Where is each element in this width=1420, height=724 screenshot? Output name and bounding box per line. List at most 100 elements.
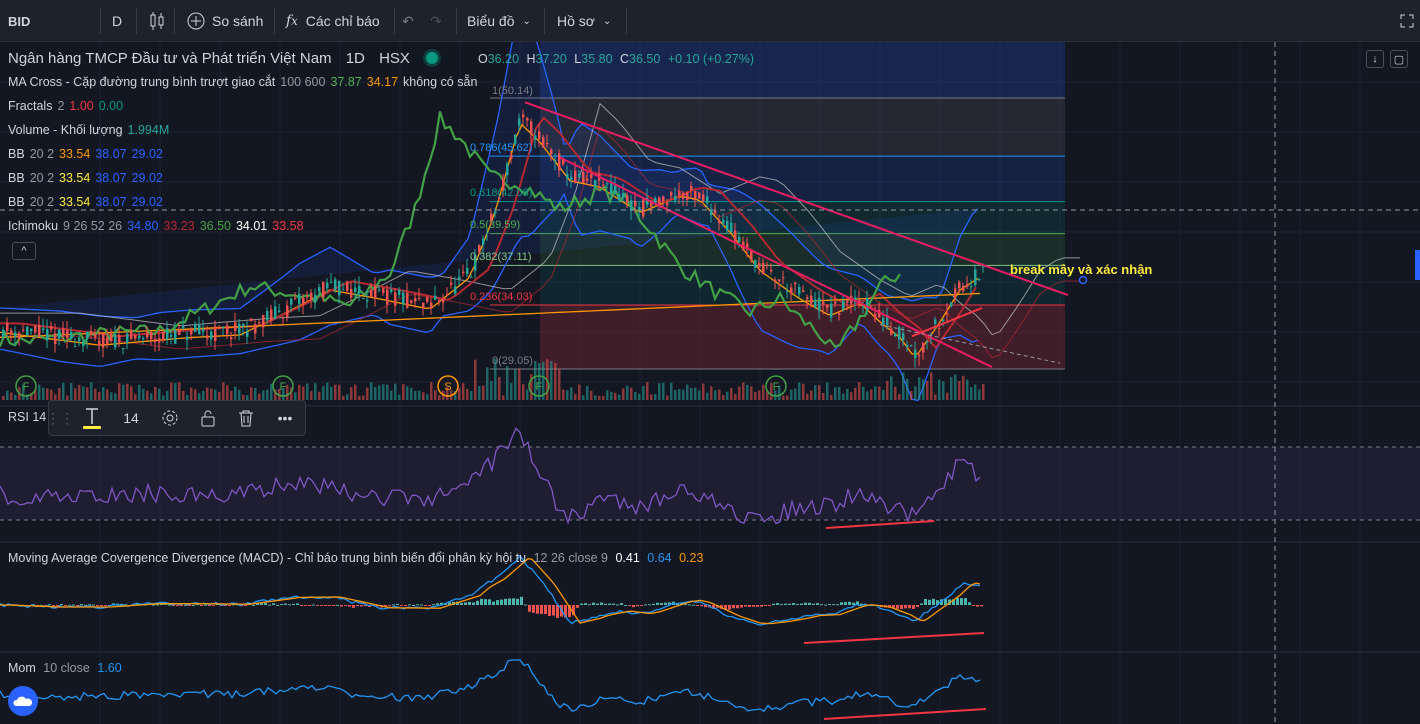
candle-body	[518, 118, 521, 126]
annotation-text[interactable]: break mây và xác nhận	[1010, 262, 1153, 277]
candle-body	[778, 279, 781, 282]
macd-histogram-bar	[124, 604, 127, 606]
candle-body	[2, 329, 5, 338]
macd-histogram-bar	[976, 605, 979, 607]
volume-bar	[30, 392, 33, 400]
candle-body	[718, 220, 721, 224]
candle-body	[834, 301, 837, 304]
macd-histogram-bar	[476, 600, 479, 605]
indicators-button[interactable]: fx Các chỉ báo	[286, 0, 380, 42]
volume-bar	[246, 395, 249, 400]
volume-bar	[190, 387, 193, 400]
macd-histogram-bar	[784, 603, 787, 605]
candle-body	[170, 335, 173, 337]
interval-button[interactable]: D	[112, 0, 122, 42]
profile-menu[interactable]: Hồ sơ ⌄	[557, 0, 611, 42]
maximize-pane-button[interactable]: ▢	[1390, 50, 1408, 68]
macd-histogram-bar	[392, 604, 395, 606]
volume-bar	[618, 394, 621, 400]
fractal-marker-label: F	[773, 381, 780, 393]
candle-body	[622, 192, 625, 198]
candle-body	[918, 355, 921, 357]
macd-name: Moving Average Covergence Divergence (MA…	[8, 551, 527, 565]
indicator-legend[interactable]: BB 20 2 33.54 38.07 29.02	[8, 147, 168, 161]
h-label: H	[526, 52, 536, 66]
volume-bar	[186, 394, 189, 400]
trendline-support	[911, 307, 983, 338]
text-color-button[interactable]	[75, 401, 109, 435]
candle-body	[758, 262, 761, 267]
candle-body	[666, 202, 669, 206]
volume-bar	[790, 389, 793, 400]
settings-button[interactable]	[153, 401, 187, 435]
macd-histogram-bar	[308, 605, 311, 606]
candle-body	[982, 266, 985, 268]
candle-body	[182, 325, 185, 329]
candle-body	[710, 209, 713, 216]
drag-handle[interactable]: ⋮⋮	[46, 401, 74, 435]
more-button[interactable]: •••	[267, 401, 303, 435]
font-size-button[interactable]: 14	[113, 401, 149, 435]
symbol-search[interactable]: BID	[8, 0, 30, 42]
indicator-value: 34.01	[235, 219, 268, 233]
indicator-legend[interactable]: Volume - Khối lượng 1.994M	[8, 123, 174, 137]
volume-bar	[446, 386, 449, 400]
divider	[174, 8, 175, 34]
chart-type-button[interactable]	[148, 0, 166, 42]
volume-bar	[394, 383, 397, 400]
macd-histogram-bar	[596, 603, 599, 605]
candle-body	[78, 337, 81, 342]
volume-bar	[822, 392, 825, 400]
chart-menu[interactable]: Biểu đồ ⌄	[467, 0, 531, 42]
macd-histogram-bar	[888, 605, 891, 608]
candle-body	[558, 153, 561, 171]
candle-body	[346, 281, 349, 291]
volume-bar	[482, 385, 485, 400]
volume-bar	[382, 384, 385, 400]
candle-body	[386, 289, 389, 305]
fractal-marker-label: S	[444, 381, 451, 393]
macd-value: 0.64	[647, 551, 672, 565]
volume-bar	[586, 385, 589, 400]
compare-button[interactable]: So sánh	[186, 0, 263, 42]
macd-histogram-bar	[724, 605, 727, 610]
ichimoku-span-a	[0, 102, 1080, 336]
candle-body	[862, 305, 865, 308]
macd-histogram-bar	[464, 602, 467, 605]
divider	[456, 8, 457, 34]
candle-body	[26, 326, 29, 336]
volume-bar	[726, 391, 729, 400]
indicator-name: Volume - Khối lượng	[8, 123, 123, 137]
indicator-legend[interactable]: Ichimoku 9 26 52 26 34.80 33.23 36.50 34.01 33…	[8, 219, 309, 233]
volume-bar	[954, 374, 957, 400]
indicator-value: 34.80	[127, 219, 159, 233]
candle-body	[550, 149, 553, 155]
candle-body	[970, 286, 973, 288]
lock-button[interactable]	[191, 401, 225, 435]
macd-histogram-bar	[104, 605, 107, 606]
delete-button[interactable]	[229, 401, 263, 435]
redo-button[interactable]: ↷	[430, 0, 442, 42]
indicator-legend[interactable]: BB 20 2 33.54 38.07 29.02	[8, 171, 168, 185]
candle-body	[282, 317, 285, 319]
fullscreen-button[interactable]	[1400, 0, 1414, 42]
low-value: 35.80	[581, 52, 613, 66]
candle-body	[466, 268, 469, 274]
volume-bar	[2, 395, 5, 400]
candle-body	[674, 195, 677, 201]
indicator-legend[interactable]: MA Cross - Cặp đường trung bình trượt gi…	[8, 75, 482, 89]
volume-bar	[478, 386, 481, 400]
indicator-legend[interactable]: BB 20 2 33.54 38.07 29.02	[8, 195, 168, 209]
scroll-down-button[interactable]: ↓	[1366, 50, 1384, 68]
logo[interactable]	[8, 686, 38, 716]
candle-body	[126, 333, 129, 343]
volume-bar	[534, 361, 537, 400]
macd-histogram-bar	[608, 603, 611, 605]
indicator-legend[interactable]: Fractals 2 1.00 0.00	[8, 99, 128, 113]
volume-bar	[802, 383, 805, 400]
undo-button[interactable]: ↶	[402, 0, 414, 42]
macd-histogram-bar	[644, 604, 647, 606]
macd-histogram-bar	[828, 604, 831, 606]
collapse-legend-button[interactable]: ^	[12, 242, 36, 260]
